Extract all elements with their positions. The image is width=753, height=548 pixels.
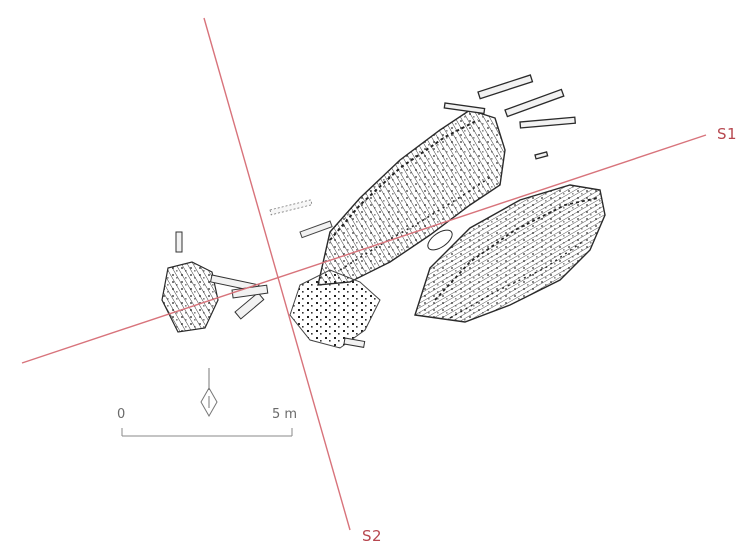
projecting-timbers [443,74,577,160]
central-debris [234,199,381,349]
scale-start-label: 0 [117,407,126,422]
section-line-s1 [21,134,707,364]
scale-end-label: 5 m [272,407,298,422]
section-label-s2: S2 [362,527,383,545]
scale-bar [121,428,293,437]
left-fragment [161,231,269,333]
upper-hull-remains [317,109,506,286]
section-line-s2 [203,17,351,531]
north-arrow-icon [200,368,218,418]
lower-hull-remains [414,184,606,323]
section-label-s1: S1 [717,125,738,143]
